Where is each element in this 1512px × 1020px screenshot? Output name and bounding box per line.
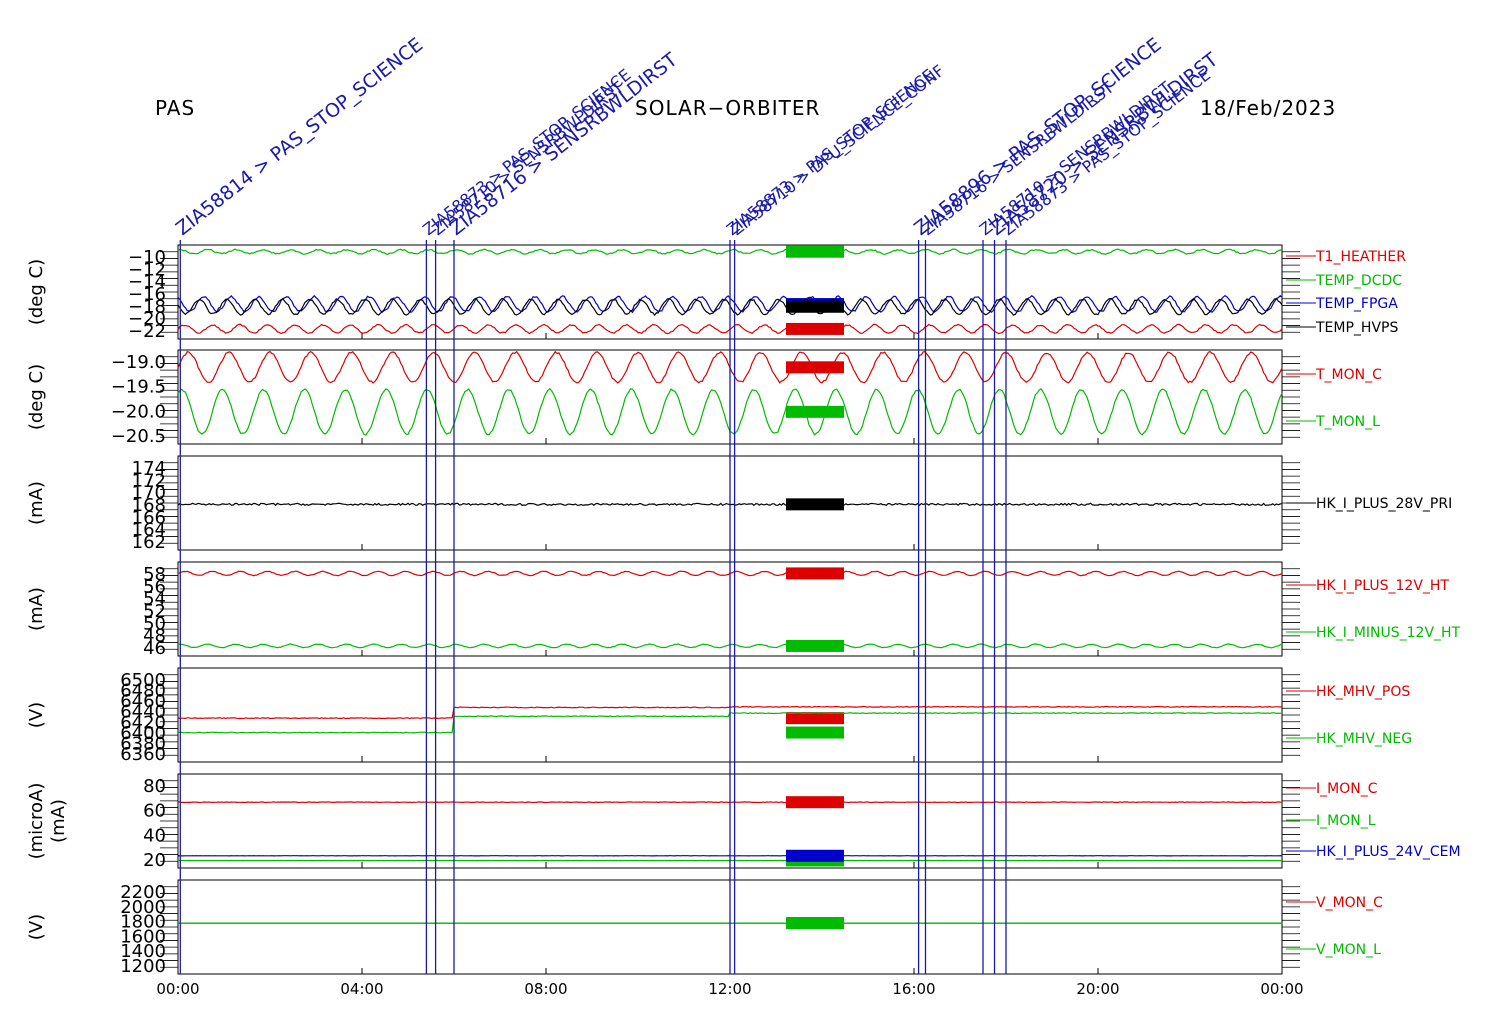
y-tick-label: 40 <box>143 825 166 846</box>
y-tick-label: −14 <box>128 272 166 293</box>
x-tick-label: 16:00 <box>892 980 935 998</box>
y-tick-label: 2200 <box>120 882 166 903</box>
x-tick-label: 08:00 <box>524 980 567 998</box>
y-tick-label: −19.0 <box>111 352 166 373</box>
y-tick-label: 6460 <box>120 691 166 712</box>
event-label: ZIA58710 > DPU_SCIENCE_CONF <box>727 61 948 240</box>
series-label: HK_I_PLUS_28V_PRI <box>1316 496 1452 512</box>
y-tick-label: −16 <box>128 284 166 305</box>
y-tick-label: 46 <box>143 638 166 659</box>
data-gap-marker <box>786 245 844 258</box>
y-axis-label: (V) <box>26 702 47 728</box>
x-tick-label: 04:00 <box>340 980 383 998</box>
series-label: V_MON_C <box>1316 895 1383 911</box>
y-tick-label: −20 <box>128 309 166 330</box>
y-tick-label: 54 <box>143 589 166 610</box>
y-tick-label: −10 <box>128 247 166 268</box>
y-tick-label: 20 <box>143 850 166 871</box>
y-tick-label: 56 <box>143 576 166 597</box>
data-gap-marker <box>786 361 844 374</box>
data-gap-marker <box>786 300 844 313</box>
y-tick-label: 80 <box>143 776 166 797</box>
y-tick-label: 6400 <box>120 723 166 744</box>
y-tick-label: 50 <box>143 613 166 634</box>
y-tick-label: −22 <box>128 321 166 342</box>
x-tick-label: 00:00 <box>1260 980 1303 998</box>
data-gap-marker <box>786 498 844 511</box>
event-label: ZIA58716 > SENSRBWLDIRST <box>446 48 682 239</box>
y-axis-label: (V) <box>26 914 47 940</box>
data-gap-marker <box>786 639 844 652</box>
series-label: T_MON_C <box>1315 367 1382 383</box>
x-tick-label: 12:00 <box>708 980 751 998</box>
series-label: TEMP_DCDC <box>1315 273 1402 289</box>
y-tick-label: 172 <box>132 470 166 491</box>
y-axis-label: (mA) <box>48 799 69 843</box>
data-gap-marker <box>786 567 844 580</box>
y-axis-label: (deg C) <box>26 364 47 430</box>
header-date: 18/Feb/2023 <box>1200 96 1337 120</box>
data-gap-marker <box>786 796 844 809</box>
y-tick-label: 2000 <box>120 897 166 918</box>
series-label: TEMP_FPGA <box>1315 296 1398 312</box>
data-gap-marker <box>786 405 844 418</box>
y-tick-label: 162 <box>132 532 166 553</box>
y-tick-label: 174 <box>132 458 166 479</box>
series-label: HK_MHV_NEG <box>1316 731 1412 747</box>
y-axis-label: (mA) <box>26 481 47 525</box>
data-gap-marker <box>786 322 844 335</box>
y-axis-label: (deg C) <box>26 259 47 325</box>
y-axis-label: (microA) <box>26 783 47 860</box>
y-tick-label: 1200 <box>120 956 166 977</box>
y-tick-label: 52 <box>143 601 166 622</box>
series-label: HK_I_MINUS_12V_HT <box>1316 625 1461 641</box>
data-gap-marker <box>786 849 844 862</box>
y-tick-label: 1400 <box>120 941 166 962</box>
y-tick-label: 48 <box>143 626 166 647</box>
series-label: V_MON_L <box>1316 942 1381 958</box>
y-tick-label: 1800 <box>120 912 166 933</box>
y-tick-label: 6480 <box>120 681 166 702</box>
y-tick-label: 166 <box>132 507 166 528</box>
event-label: ZIA58814 > PAS_STOP_SCIENCE <box>172 34 427 240</box>
y-tick-label: 1600 <box>120 926 166 947</box>
header-instrument: PAS <box>155 96 196 120</box>
series-label: I_MON_C <box>1316 781 1378 797</box>
y-tick-label: −20.5 <box>111 426 166 447</box>
y-tick-label: 164 <box>132 520 166 541</box>
y-tick-label: 6440 <box>120 702 166 723</box>
y-tick-label: 6380 <box>120 733 166 754</box>
y-tick-label: 6500 <box>120 670 166 691</box>
y-tick-label: 168 <box>132 495 166 516</box>
series-label: HK_I_PLUS_12V_HT <box>1316 578 1449 594</box>
series-label: I_MON_L <box>1316 813 1376 829</box>
y-tick-label: 6360 <box>120 744 166 765</box>
series-label: T_MON_L <box>1315 414 1380 430</box>
y-tick-label: −19.5 <box>111 377 166 398</box>
y-tick-label: 60 <box>143 801 166 822</box>
header-mission: SOLAR−ORBITER <box>635 96 821 120</box>
data-gap-marker <box>786 917 844 930</box>
series-label: HK_MHV_POS <box>1316 684 1410 700</box>
data-gap-marker <box>786 712 844 725</box>
y-tick-label: 170 <box>132 483 166 504</box>
x-tick-label: 20:00 <box>1076 980 1119 998</box>
y-tick-label: −12 <box>128 259 166 280</box>
series-label: T1_HEATHER <box>1315 249 1406 265</box>
series-label: HK_I_PLUS_24V_CEM <box>1316 844 1461 860</box>
y-tick-label: 6420 <box>120 712 166 733</box>
y-tick-label: −20.0 <box>111 401 166 422</box>
data-gap-marker <box>786 726 844 739</box>
x-tick-label: 00:00 <box>156 980 199 998</box>
y-tick-label: 58 <box>143 564 166 585</box>
y-tick-label: −18 <box>128 296 166 317</box>
y-axis-label: (mA) <box>26 587 47 631</box>
series-label: TEMP_HVPS <box>1315 320 1398 336</box>
